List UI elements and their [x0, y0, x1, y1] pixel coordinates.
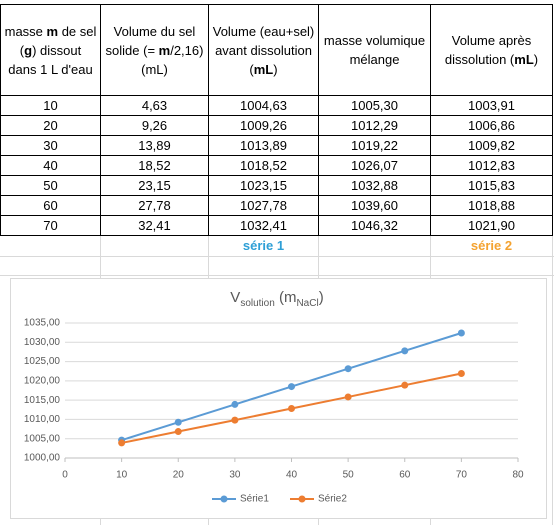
cell: 70 [0, 215, 101, 236]
series-row: série 1 série 2 [1, 236, 553, 256]
legend-label: Série1 [240, 494, 269, 505]
point [118, 439, 126, 447]
title-part: NaCl [296, 298, 318, 309]
point [457, 329, 465, 337]
header-row: masse m de sel (g) dissout dans 1 L d'ea… [0, 4, 553, 96]
cell: 1009,26 [208, 115, 319, 136]
header-text: Volume (eau+sel) avant dissolution ( [212, 23, 315, 77]
point [288, 383, 295, 391]
cell: 1032,41 [208, 215, 319, 236]
y-tick-label: 1035,00 [24, 318, 61, 329]
y-tick-label: 1025,00 [24, 356, 61, 367]
x-tick-label: 10 [116, 470, 128, 481]
point [231, 400, 239, 408]
chart-frame [10, 278, 547, 519]
cell: série 2 [431, 236, 553, 256]
cell: 1046,32 [318, 215, 431, 236]
cell: 1004,63 [208, 95, 319, 116]
header-text: Volume après dissolution ( [444, 33, 532, 67]
header-cell: Volume (eau+sel) avant dissolution (mL) [208, 4, 319, 96]
point [174, 418, 182, 426]
data-row: 60 27,78 1027,78 1039,60 1018,88 [0, 195, 553, 216]
data-table: masse m de sel (g) dissout dans 1 L d'ea… [0, 4, 553, 255]
header-text: ) dissout dans 1 L d'eau [8, 42, 93, 77]
cell: 1021,90 [430, 215, 553, 236]
x-tick-label: 60 [399, 470, 411, 481]
title-part: V [230, 289, 240, 306]
cell: 1009,82 [430, 135, 553, 156]
header-text: mL [253, 61, 274, 77]
header-text: mL [514, 52, 534, 67]
cell: 1018,88 [430, 195, 553, 216]
x-tick-label: 50 [343, 470, 355, 481]
header-text: m [158, 42, 171, 58]
header-text: ) [533, 52, 539, 67]
header-cell: Volume du sel solide (= m/2,16) (mL) [100, 4, 209, 96]
data-row: 10 4,63 1004,63 1005,30 1003,91 [0, 95, 553, 116]
point [174, 428, 182, 436]
x-tick-label: 40 [286, 470, 298, 481]
y-tick-label: 1010,00 [24, 414, 61, 425]
cell: 1012,29 [318, 115, 431, 136]
legend-label: Série2 [318, 494, 347, 505]
header-text: Volume du sel solide (= [105, 23, 196, 58]
header-cell: Volume après dissolution (mL) [430, 4, 553, 96]
chart-title: Vsolution (mNaCl) [230, 289, 323, 309]
x-tick-label: 20 [173, 470, 185, 481]
header-text: ) [273, 61, 278, 77]
data-row: 50 23,15 1023,15 1032,88 1015,83 [0, 175, 553, 196]
cell: 1023,15 [208, 175, 319, 196]
point [457, 370, 465, 378]
point [288, 405, 295, 413]
cell: série 1 [209, 236, 319, 256]
x-tick-label: 70 [456, 470, 468, 481]
y-tick-label: 1015,00 [24, 395, 61, 406]
legend-marker [220, 495, 228, 503]
x-tick-label: 80 [512, 470, 524, 481]
point [401, 381, 409, 389]
y-tick-label: 1000,00 [24, 453, 61, 464]
point [401, 347, 409, 355]
header-text: masse volumique mélange [323, 33, 426, 67]
legend-marker [298, 495, 306, 503]
title-part: (m [275, 289, 297, 306]
header-text: /2,16) (mL) [141, 42, 204, 77]
point [231, 416, 239, 424]
x-tick-label: 30 [229, 470, 241, 481]
cell: 30 [0, 135, 101, 156]
point [344, 393, 352, 401]
header-text: m [46, 23, 59, 39]
point [344, 365, 352, 373]
series-label: série 1 [242, 238, 285, 253]
header-text: de sel ( [19, 23, 97, 58]
cell: 1032,88 [318, 175, 431, 196]
y-tick-label: 1005,00 [24, 433, 61, 444]
title-part: solution [240, 298, 274, 309]
header-cell: masse m de sel (g) dissout dans 1 L d'ea… [0, 4, 101, 96]
x-tick-label: 0 [62, 470, 68, 481]
y-tick-label: 1020,00 [24, 375, 61, 386]
cell: 32,41 [100, 215, 209, 236]
data-row: 70 32,41 1032,41 1046,32 1021,90 [0, 215, 553, 236]
series-label: série 2 [470, 238, 513, 253]
header-text: masse [4, 23, 47, 39]
data-row: 20 9,26 1009,26 1012,29 1006,86 [0, 115, 553, 136]
header-text: g [24, 42, 33, 58]
title-part: ) [319, 289, 324, 306]
y-tick-label: 1030,00 [24, 337, 61, 348]
